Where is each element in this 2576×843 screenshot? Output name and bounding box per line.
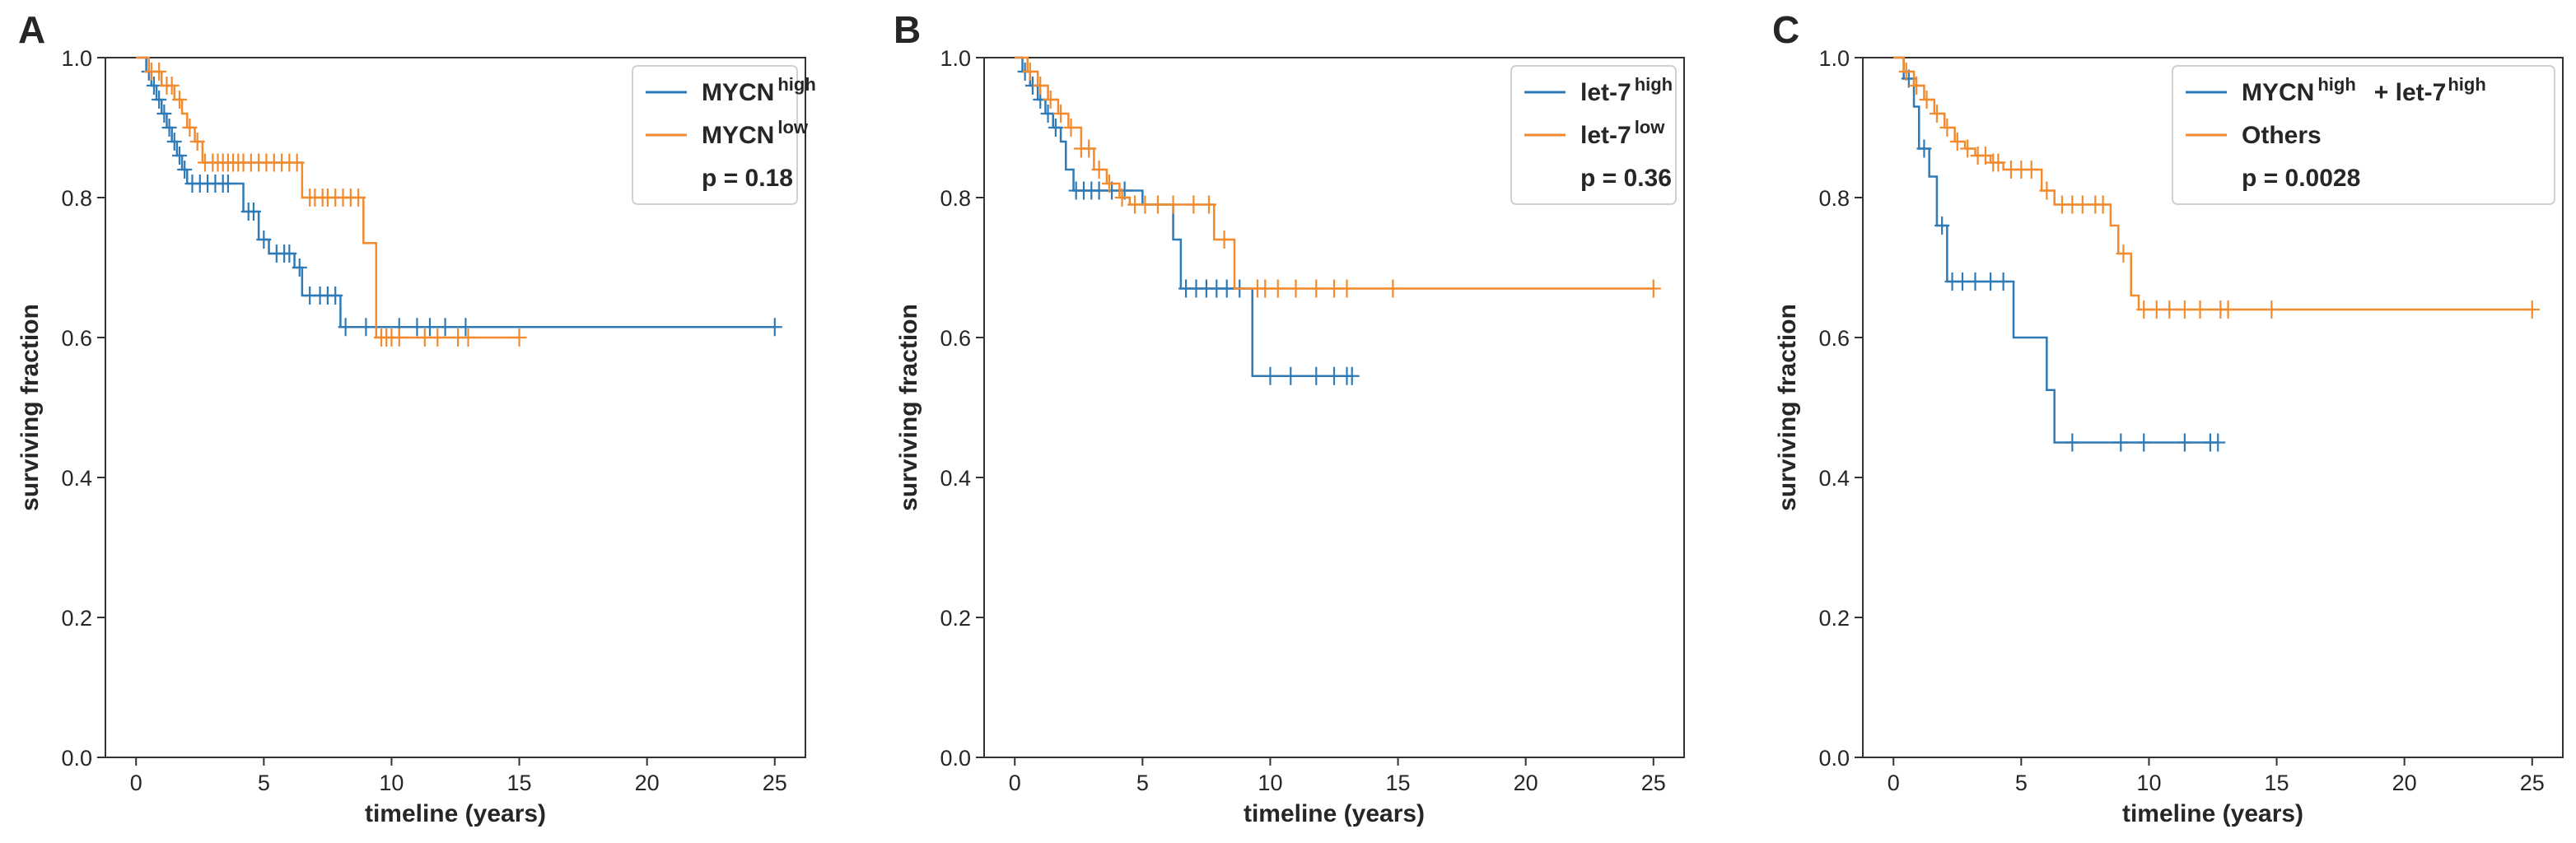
panel-label: A (18, 8, 45, 51)
panel-b: B 0 5 10 15 20 25 0.0 0.2 0.4 0.6 0.8 1.0 timeline (y… (894, 8, 1685, 827)
legend-entry: Others (2242, 122, 2322, 149)
x-tick-label: 25 (1641, 771, 1666, 795)
legend-entry-superscript: low (1635, 117, 1666, 137)
panel-a: A 0 5 10 15 20 25 0.0 0.2 0.4 0.6 0.8 1.0 timeline (y… (16, 8, 816, 827)
plot-frame (983, 57, 1685, 758)
legend-entry: MYCN high + let-7high (2242, 74, 2486, 106)
y-tick-label: 0.0 (1818, 746, 1850, 771)
y-tick-label: 0.8 (61, 186, 92, 211)
y-axis-label: surviving fraction (16, 304, 44, 511)
legend-entry-name: MYCN (702, 79, 774, 106)
x-tick-label: 5 (2015, 771, 2028, 795)
survival-curve (1015, 56, 1352, 377)
panel-label: C (1772, 8, 1799, 51)
legend-box (2172, 65, 2555, 205)
y-tick-label: 1.0 (61, 46, 92, 71)
y-tick-label: 1.0 (1818, 46, 1850, 71)
y-tick-label: 0.4 (61, 466, 92, 491)
y-tick-label: 0.2 (61, 606, 92, 631)
x-tick-label: 15 (1386, 771, 1411, 795)
y-tick-label: 0.8 (940, 186, 971, 211)
y-tick-label: 0.8 (1818, 186, 1850, 211)
x-tick-label: 20 (2392, 771, 2417, 795)
legend-entry-superscript: high (777, 74, 815, 95)
plot-frame (1862, 57, 2564, 758)
x-tick-label: 10 (1258, 771, 1282, 795)
series-orange (136, 56, 527, 347)
y-tick-label: 0.6 (61, 326, 92, 351)
survival-curve (136, 56, 775, 328)
survival-curve (1893, 56, 2219, 444)
legend-box (1510, 65, 1677, 205)
y-tick-label: 0.2 (940, 606, 971, 631)
y-tick-label: 0.6 (940, 326, 971, 351)
y-axis-label: surviving fraction (895, 304, 922, 511)
legend-entry-name: p = 0.36 (1580, 165, 1672, 192)
legend-entry-name: MYCN (702, 122, 774, 149)
x-tick-label: 5 (1136, 771, 1149, 795)
legend-entry: p = 0.0028 (2242, 165, 2360, 192)
x-tick-label: 5 (258, 771, 270, 795)
legend-entry-name: Others (2242, 122, 2322, 149)
series-blue (1015, 56, 1360, 385)
y-tick-label: 1.0 (940, 46, 971, 71)
x-axis-label: timeline (years) (2122, 800, 2303, 827)
legend-entry-tail: + let-7 (2374, 79, 2447, 106)
series-blue (136, 56, 782, 337)
legend-entry: p = 0.18 (702, 165, 793, 192)
y-tick-label: 0.0 (940, 746, 971, 771)
legend-entry: MYCN high (702, 74, 816, 106)
x-tick-label: 25 (2520, 771, 2545, 795)
x-tick-label: 10 (2136, 771, 2161, 795)
legend-entry-superscript: low (777, 117, 809, 137)
x-tick-label: 10 (379, 771, 404, 795)
y-tick-label: 0.4 (940, 466, 971, 491)
x-axis-label: timeline (years) (365, 800, 546, 827)
legend-box (632, 65, 798, 205)
x-tick-label: 0 (1888, 771, 1900, 795)
legend-entry: let-7 high (1580, 74, 1673, 106)
y-axis-label: surviving fraction (1774, 304, 1801, 511)
legend-entry-superscript: high (2317, 74, 2355, 95)
x-tick-label: 25 (763, 771, 787, 795)
series-orange (1015, 56, 1661, 298)
legend-entry: let-7 low (1580, 117, 1665, 149)
y-tick-label: 0.6 (1818, 326, 1850, 351)
legend-entry-name: let-7 (1580, 79, 1631, 106)
panel-label: B (894, 8, 921, 51)
legend-entry-tail-superscript: high (2448, 74, 2485, 95)
legend-entry: MYCN low (702, 117, 809, 149)
legend-entry-name: let-7 (1580, 122, 1631, 149)
x-tick-label: 20 (635, 771, 660, 795)
legend-entry-name: p = 0.18 (702, 165, 793, 192)
x-tick-label: 20 (1514, 771, 1538, 795)
x-tick-label: 0 (130, 771, 142, 795)
x-axis-label: timeline (years) (1244, 800, 1425, 827)
series-orange (1893, 56, 2540, 319)
x-tick-label: 0 (1009, 771, 1021, 795)
x-tick-label: 15 (507, 771, 532, 795)
plot-frame (105, 57, 806, 758)
y-tick-label: 0.0 (61, 746, 92, 771)
legend-entry-superscript: high (1635, 74, 1673, 95)
x-tick-label: 15 (2265, 771, 2289, 795)
legend-entry: p = 0.36 (1580, 165, 1672, 192)
y-tick-label: 0.4 (1818, 466, 1850, 491)
legend-entry-name: p = 0.0028 (2242, 165, 2360, 192)
panel-c: C 0 5 10 15 20 25 0.0 0.2 0.4 0.6 0.8 1.0 timeline (y… (1772, 8, 2564, 827)
legend-entry-name: MYCN (2242, 79, 2314, 106)
y-tick-label: 0.2 (1818, 606, 1850, 631)
